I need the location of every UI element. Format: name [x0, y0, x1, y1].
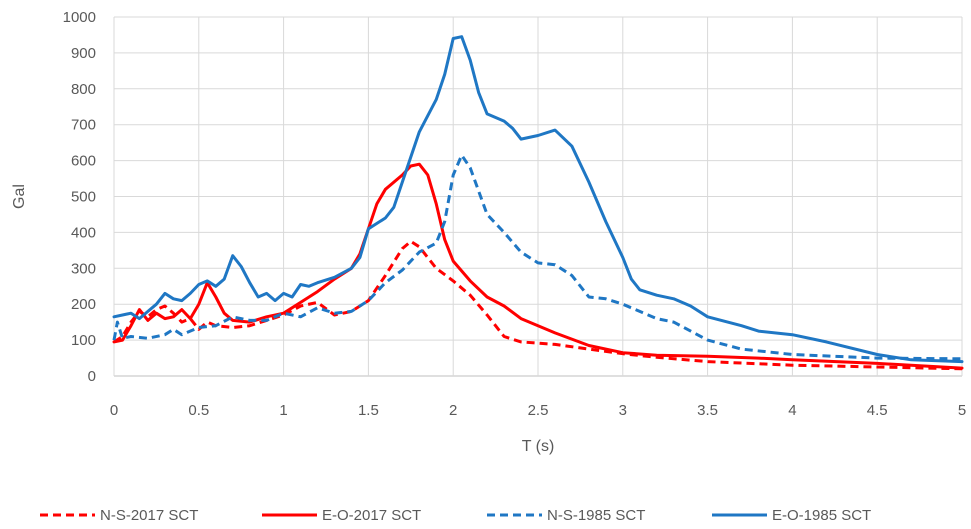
legend: N-S-2017 SCT E-O-2017 SCT N-S-1985 SCT E-O-… [40, 507, 871, 524]
legend-label-2: N-S-1985 SCT [547, 507, 645, 524]
y-tick-label: 500 [71, 189, 96, 206]
grid [113, 16, 963, 377]
x-tick-label: 2 [449, 402, 457, 419]
series-lines [112, 35, 964, 371]
y-tick-label: 300 [71, 260, 96, 277]
x-tick-label: 5 [958, 402, 966, 419]
series-line-0 [113, 239, 963, 371]
legend-label-1: E-O-2017 SCT [322, 507, 421, 524]
x-tick-labels: 0 0.5 1 1.5 2 2.5 3 3.5 4 4.5 5 [110, 402, 966, 419]
x-tick-label: 3 [619, 402, 627, 419]
y-tick-label: 100 [71, 332, 96, 349]
y-tick-label: 0 [88, 368, 96, 385]
y-tick-label: 700 [71, 117, 96, 134]
x-tick-label: 1 [279, 402, 287, 419]
legend-label-3: E-O-1985 SCT [772, 507, 871, 524]
series-line-3 [112, 35, 964, 364]
y-tick-label: 1000 [63, 9, 96, 26]
y-tick-label: 600 [71, 153, 96, 170]
x-tick-label: 4.5 [867, 402, 888, 419]
x-tick-label: 1.5 [358, 402, 379, 419]
x-tick-label: 0 [110, 402, 118, 419]
x-tick-label: 4 [788, 402, 796, 419]
series-line-2 [112, 153, 963, 361]
y-tick-label: 200 [71, 296, 96, 313]
y-axis-label: Gal [11, 184, 28, 209]
x-tick-label: 3.5 [697, 402, 718, 419]
y-tick-labels: 0 100 200 300 400 500 600 700 800 900 1000 [63, 9, 96, 385]
x-tick-label: 2.5 [528, 402, 549, 419]
x-tick-label: 0.5 [188, 402, 209, 419]
y-tick-label: 400 [71, 224, 96, 241]
x-axis-label: T (s) [522, 438, 555, 455]
y-tick-label: 900 [71, 45, 96, 62]
legend-label-0: N-S-2017 SCT [100, 507, 198, 524]
y-tick-label: 800 [71, 81, 96, 98]
